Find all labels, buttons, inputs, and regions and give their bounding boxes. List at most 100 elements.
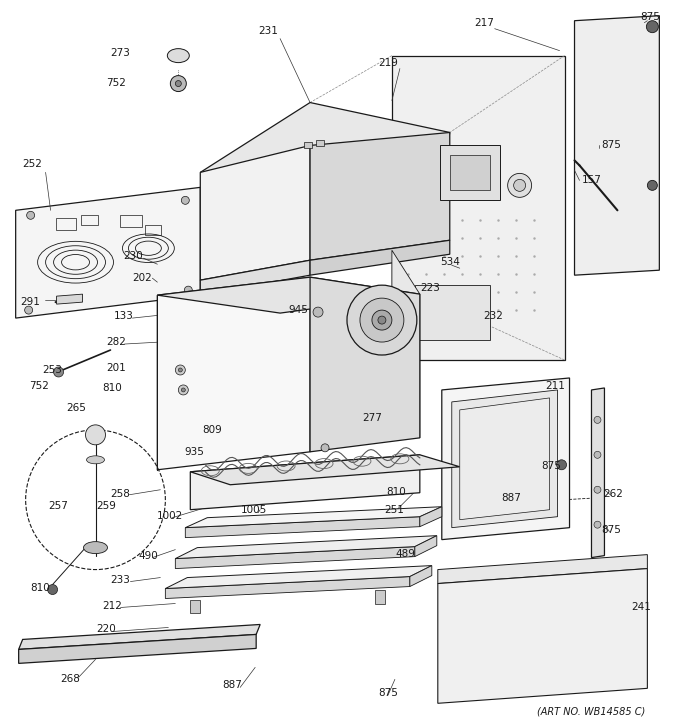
Text: 282: 282 [107, 337, 126, 347]
Polygon shape [410, 566, 432, 587]
Text: 241: 241 [632, 602, 651, 613]
Polygon shape [392, 56, 564, 360]
Circle shape [178, 368, 182, 372]
Text: 201: 201 [107, 363, 126, 373]
Text: 232: 232 [483, 311, 504, 321]
Text: 810: 810 [103, 383, 122, 393]
Circle shape [48, 584, 58, 594]
Text: 935: 935 [184, 447, 204, 457]
Polygon shape [310, 240, 449, 276]
Circle shape [594, 416, 601, 423]
Polygon shape [175, 547, 415, 568]
Polygon shape [190, 455, 460, 485]
Polygon shape [316, 141, 324, 146]
Circle shape [647, 21, 658, 33]
Text: 810: 810 [31, 583, 50, 592]
Polygon shape [415, 536, 437, 557]
Circle shape [594, 486, 601, 493]
Text: 157: 157 [581, 175, 601, 186]
Circle shape [360, 298, 404, 342]
Text: 489: 489 [396, 549, 415, 558]
Circle shape [24, 306, 33, 314]
Text: 809: 809 [203, 425, 222, 435]
Circle shape [171, 75, 186, 91]
Polygon shape [201, 146, 310, 280]
Ellipse shape [84, 542, 107, 554]
Polygon shape [190, 455, 420, 510]
Polygon shape [575, 16, 660, 276]
Polygon shape [438, 555, 647, 584]
Text: 875: 875 [602, 525, 622, 534]
Polygon shape [18, 634, 256, 663]
Text: 534: 534 [440, 257, 460, 268]
Circle shape [594, 521, 601, 528]
Text: 230: 230 [124, 252, 143, 261]
Text: 220: 220 [97, 624, 116, 634]
Circle shape [175, 80, 182, 86]
Circle shape [182, 196, 189, 204]
Text: 257: 257 [49, 501, 69, 510]
Text: 223: 223 [420, 283, 440, 293]
Text: 273: 273 [111, 48, 131, 57]
Text: 258: 258 [111, 489, 131, 499]
Polygon shape [452, 390, 558, 528]
Text: 252: 252 [22, 160, 43, 170]
Polygon shape [157, 277, 310, 470]
Text: 945: 945 [288, 305, 308, 315]
Circle shape [647, 181, 658, 191]
Text: 268: 268 [61, 674, 80, 684]
Polygon shape [56, 294, 82, 304]
Circle shape [313, 307, 323, 317]
Text: 233: 233 [111, 574, 131, 584]
Text: 752: 752 [29, 381, 48, 391]
Text: 1002: 1002 [157, 510, 184, 521]
Text: 217: 217 [474, 17, 494, 28]
Text: 262: 262 [604, 489, 624, 499]
Text: 1005: 1005 [241, 505, 267, 515]
Text: 875: 875 [542, 461, 562, 471]
Polygon shape [165, 576, 410, 599]
Text: 887: 887 [222, 680, 242, 690]
Circle shape [508, 173, 532, 197]
Polygon shape [438, 568, 647, 703]
Text: 259: 259 [97, 501, 116, 510]
Text: 211: 211 [545, 381, 566, 391]
Ellipse shape [86, 456, 105, 464]
Polygon shape [201, 260, 310, 295]
Circle shape [378, 316, 386, 324]
Polygon shape [165, 566, 432, 589]
Polygon shape [392, 250, 420, 438]
Circle shape [321, 444, 329, 452]
Polygon shape [420, 507, 442, 526]
Polygon shape [592, 388, 605, 558]
Circle shape [594, 452, 601, 458]
Polygon shape [449, 155, 490, 191]
Circle shape [513, 179, 526, 191]
Polygon shape [375, 589, 385, 603]
Text: 277: 277 [362, 413, 382, 423]
Text: (ART NO. WB14585 C): (ART NO. WB14585 C) [537, 706, 645, 716]
Polygon shape [186, 517, 420, 538]
Text: 133: 133 [114, 311, 133, 321]
Polygon shape [16, 187, 201, 318]
Text: 219: 219 [378, 57, 398, 67]
Text: 291: 291 [20, 297, 41, 307]
Text: 202: 202 [133, 273, 152, 283]
Polygon shape [186, 507, 442, 528]
Text: 490: 490 [139, 550, 158, 560]
Polygon shape [415, 285, 490, 340]
Text: 253: 253 [43, 365, 63, 375]
Polygon shape [310, 133, 449, 260]
Polygon shape [310, 277, 420, 452]
Polygon shape [304, 142, 312, 149]
Text: 875: 875 [602, 141, 622, 151]
Polygon shape [18, 624, 260, 650]
Polygon shape [442, 378, 570, 539]
Text: 251: 251 [384, 505, 404, 515]
Circle shape [372, 310, 392, 330]
Ellipse shape [167, 49, 189, 62]
Text: 875: 875 [378, 688, 398, 698]
Text: 875: 875 [641, 12, 660, 22]
Circle shape [347, 285, 417, 355]
Polygon shape [460, 398, 549, 520]
